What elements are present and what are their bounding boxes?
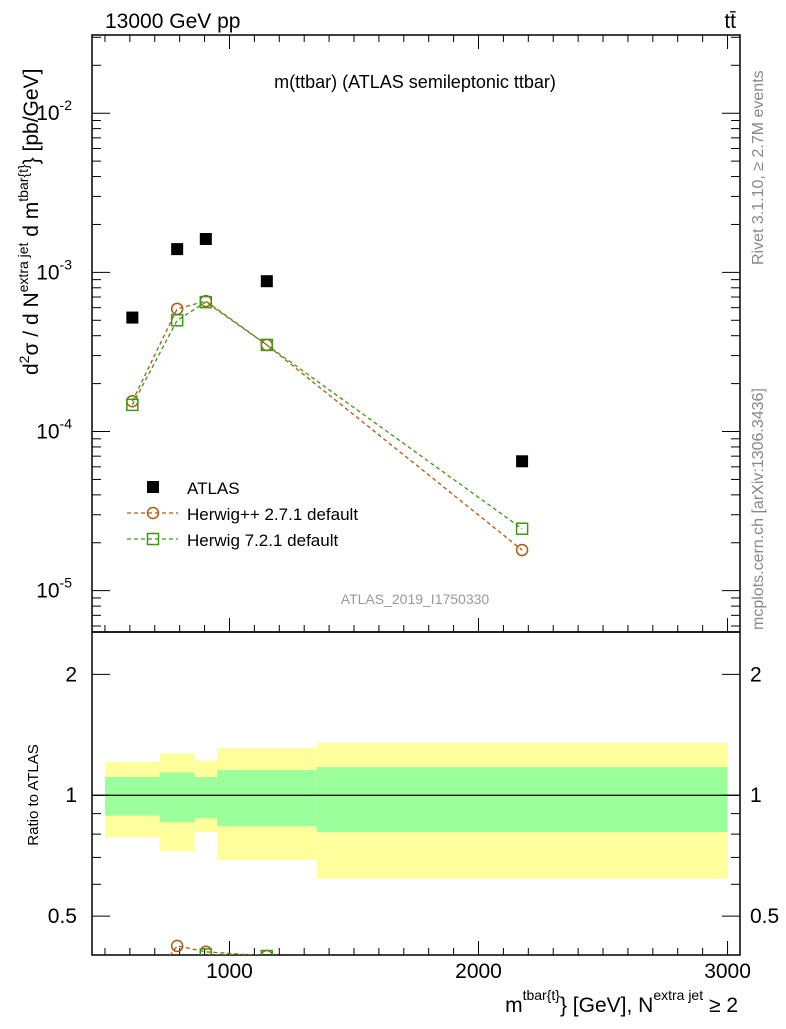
y-tick-exponent: -5 — [60, 575, 73, 591]
ratio-tick-label-left: 0.5 — [48, 905, 77, 928]
y-axis-label: d2σ / d Nextra jet d mtbar{t}} [pb/GeV] — [15, 69, 43, 375]
data-point — [127, 1010, 138, 1021]
data-point — [147, 481, 159, 493]
header-right: tt̄ — [724, 10, 736, 33]
data-point — [170, 314, 184, 327]
analysis-id: ATLAS_2019_I1750330 — [341, 591, 490, 607]
y-tick-mantissa: 10 — [36, 421, 59, 444]
xlabel-part: } [GeV], N — [560, 994, 653, 1017]
data-point — [260, 338, 274, 352]
main-plot — [126, 233, 529, 557]
data-point — [170, 302, 184, 316]
ratio-tick-label-right: 0.5 — [750, 905, 779, 928]
y-tick-label: 10-5 — [36, 575, 72, 603]
ratio-plot — [127, 939, 528, 1021]
y-tick-label: 10-2 — [36, 97, 72, 125]
xlabel-part: m — [505, 994, 523, 1017]
legend-label: Herwig 7.2.1 default — [187, 531, 338, 550]
data-point — [172, 969, 183, 980]
plot-title: m(ttbar) (ATLAS semileptonic ttbar) — [274, 72, 556, 92]
side-label-top: Rivet 3.1.10, ≥ 2.7M events — [750, 70, 767, 265]
data-point — [126, 398, 139, 412]
header-left: 13000 GeV pp — [105, 10, 240, 33]
y-tick-mantissa: 10 — [36, 580, 59, 603]
data-point — [146, 532, 160, 546]
ratio-band-stat — [159, 772, 195, 823]
x-tick-label: 2000 — [455, 960, 502, 983]
ratio-tick-label-right: 1 — [750, 784, 762, 807]
ratio-ylabel: Ratio to ATLAS — [25, 744, 42, 845]
data-point — [146, 506, 160, 520]
y-tick-exponent: -4 — [60, 416, 73, 432]
ratio-band-stat — [316, 767, 728, 832]
ratio-frame — [91, 631, 741, 956]
data-point — [199, 948, 213, 955]
x-tick-label: 1000 — [206, 960, 253, 983]
ylabel-part: d — [20, 363, 43, 375]
data-point — [127, 1001, 138, 1012]
data-point — [515, 522, 529, 535]
xlabel-part: tbar{t} — [523, 987, 561, 1003]
ratio-tick-label-left: 2 — [65, 663, 77, 686]
legend-label: ATLAS — [187, 479, 240, 498]
data-point — [517, 960, 528, 971]
x-tick-label: 3000 — [704, 960, 751, 983]
data-point — [260, 949, 274, 955]
y-tick-mantissa: 10 — [36, 102, 59, 125]
xlabel-part: ≥ 2 — [703, 994, 738, 1017]
y-tick-exponent: -2 — [60, 97, 73, 113]
y-tick-label: 10-3 — [36, 256, 72, 284]
ylabel-part: } [pb/GeV] — [20, 69, 43, 165]
data-point — [516, 455, 529, 468]
ratio-band-stat — [104, 777, 160, 816]
data-point — [199, 233, 212, 246]
y-tick-label: 10-4 — [36, 416, 72, 444]
ylabel-part: d m — [20, 202, 43, 243]
side-label-bottom: mcplots.cern.ch [arXiv:1306.3436] — [750, 388, 767, 630]
data-point — [126, 311, 139, 324]
xlabel-part: extra jet — [653, 987, 703, 1003]
ylabel-part: σ / d N — [20, 292, 43, 355]
data-point — [260, 949, 273, 955]
y-tick-mantissa: 10 — [36, 261, 59, 284]
ylabel-part: extra jet — [15, 242, 31, 292]
legend-label: Herwig++ 2.7.1 default — [187, 505, 358, 524]
series-line — [131, 301, 523, 530]
series-line — [131, 300, 523, 551]
data-point — [515, 543, 529, 557]
ratio-band-stat — [217, 770, 317, 827]
data-point — [170, 939, 184, 953]
x-axis-label: mtbar{t}} [GeV], Nextra jet ≥ 2 — [505, 987, 738, 1017]
ylabel-part: tbar{t} — [15, 164, 31, 202]
y-tick-exponent: -3 — [60, 256, 73, 272]
ratio-tick-label-left: 1 — [65, 784, 77, 807]
data-point — [260, 275, 273, 288]
data-point — [171, 243, 184, 256]
ylabel-part: 2 — [16, 355, 32, 363]
ratio-band-stat — [194, 777, 218, 819]
data-point — [199, 295, 213, 309]
ratio-tick-label-right: 2 — [750, 663, 762, 686]
